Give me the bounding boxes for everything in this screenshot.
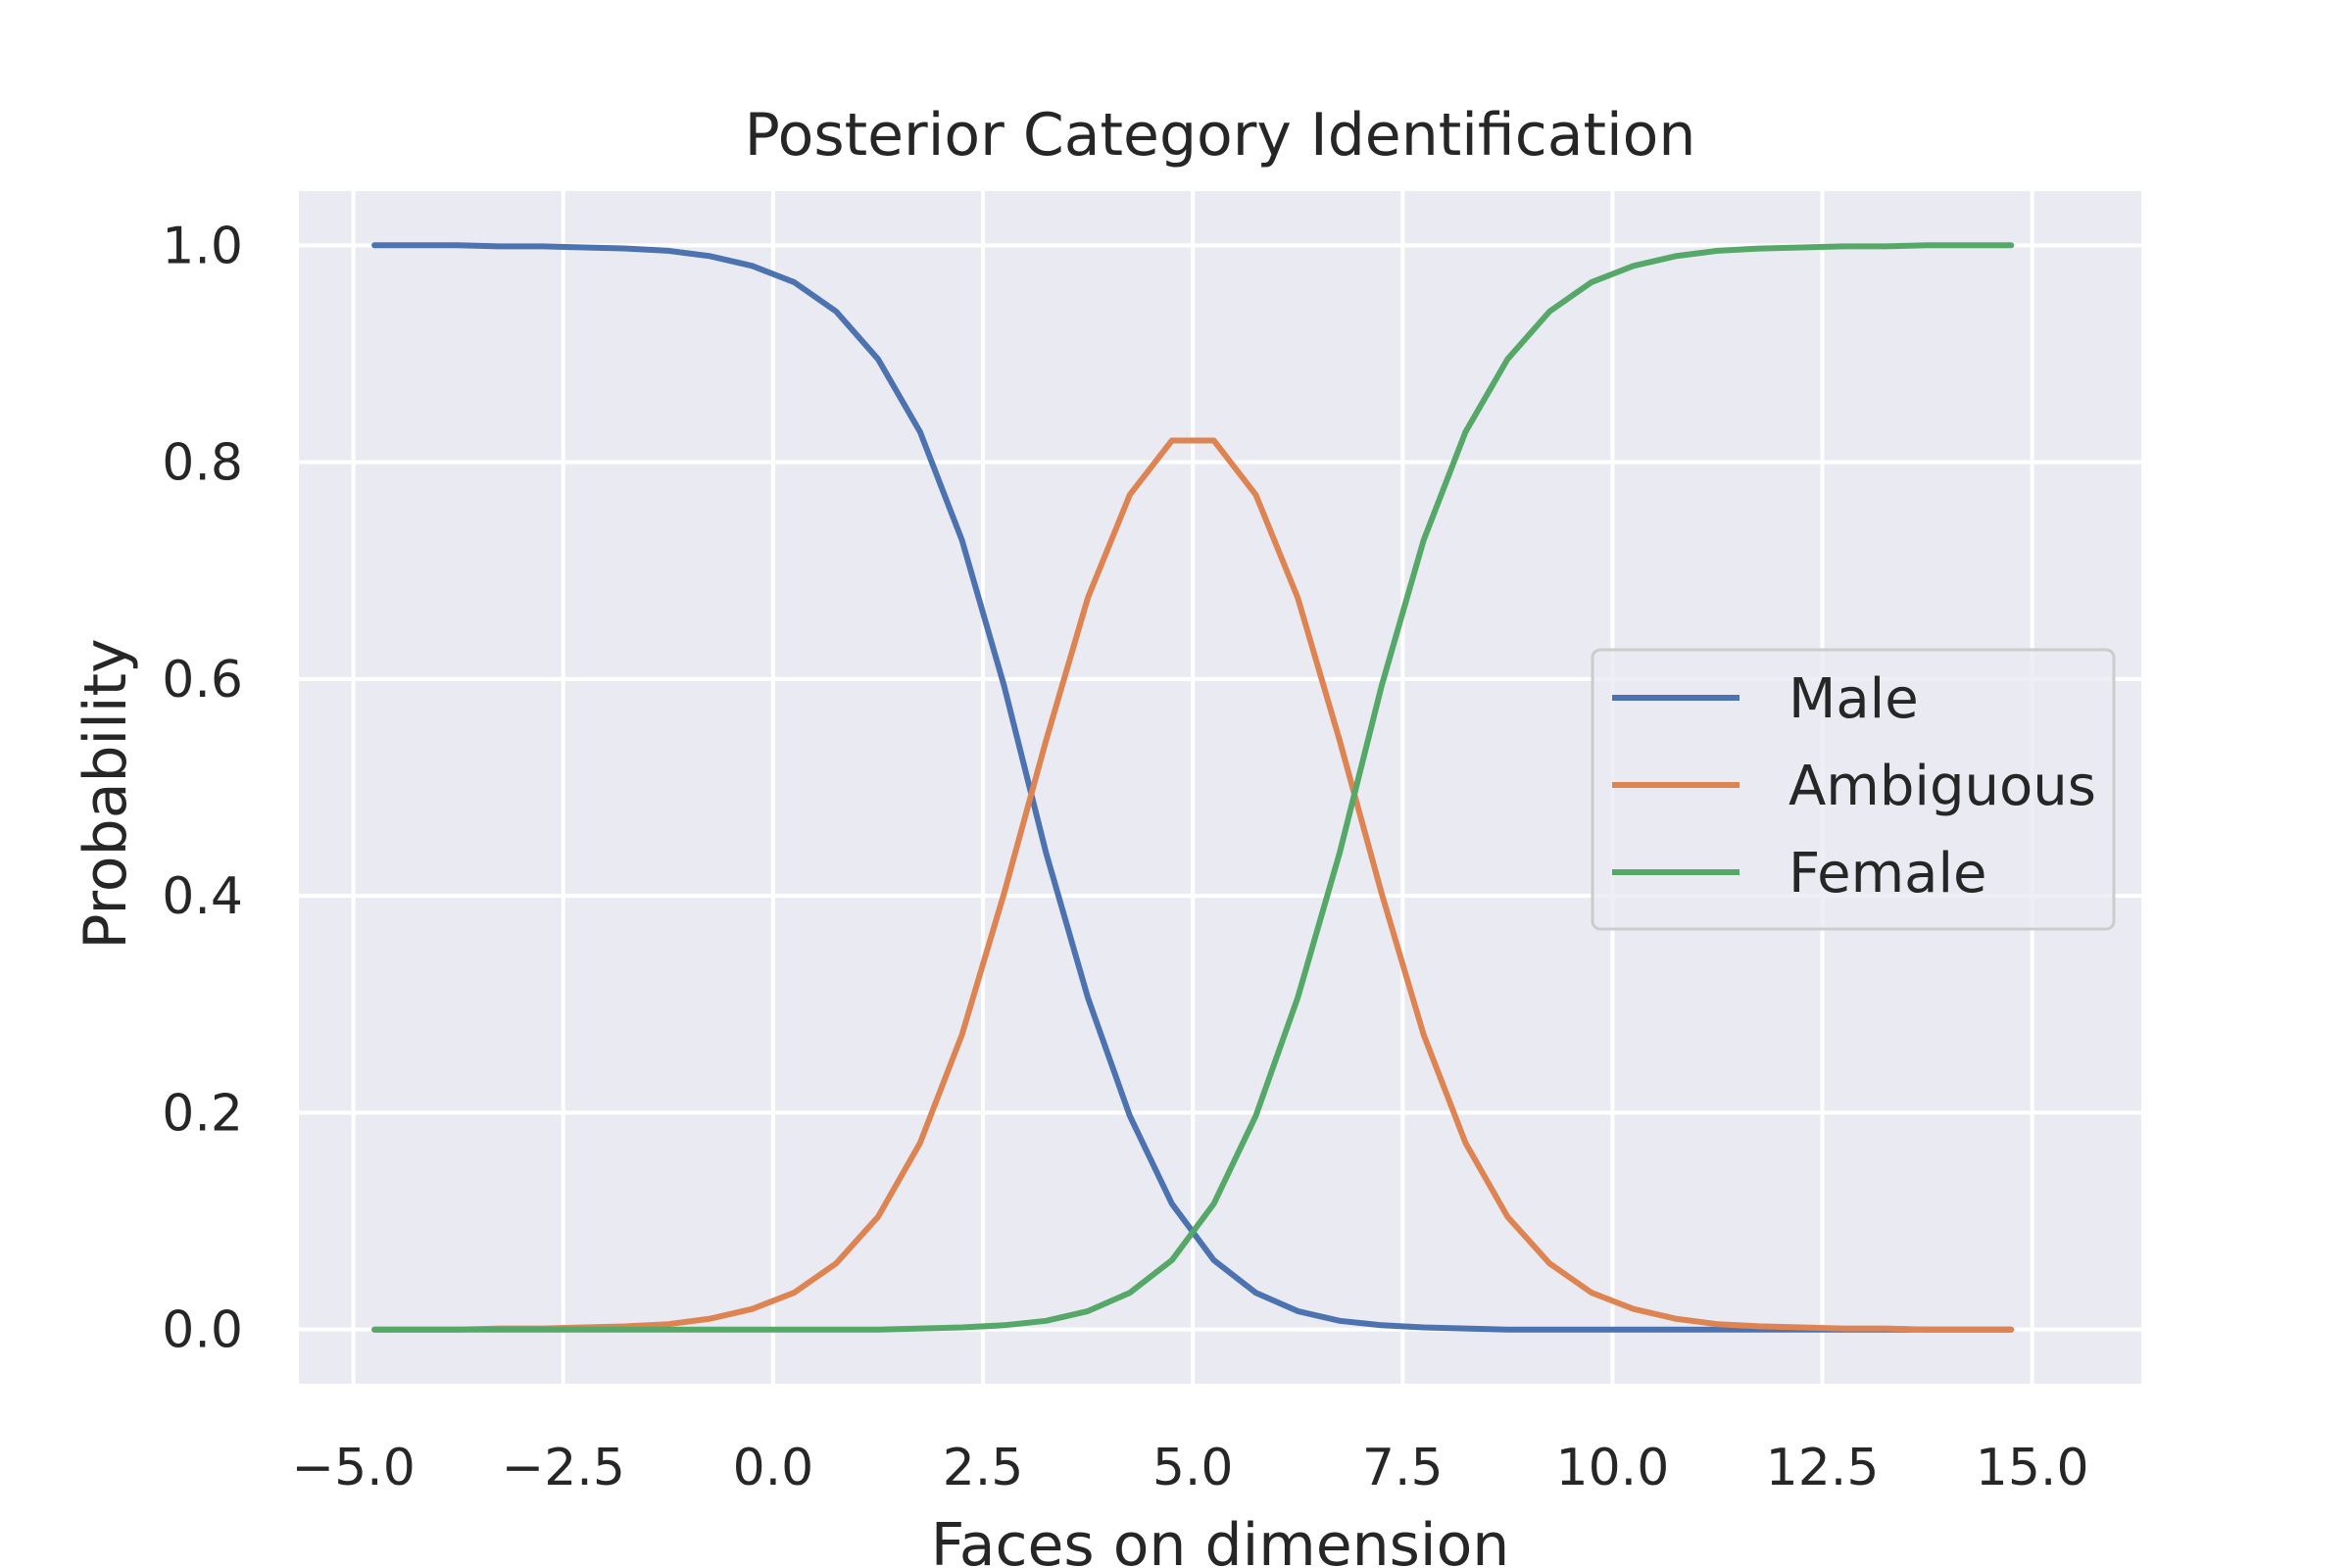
series-line-ambiguous xyxy=(371,437,2015,1333)
legend-label-female: Female xyxy=(1788,842,1986,906)
y-tick-label: 0.4 xyxy=(162,867,243,926)
x-tick-labels: −5.0 −2.5 0.0 2.5 5.0 7.5 10.0 12.5 15.0 xyxy=(292,1439,2089,1497)
x-tick-label: 12.5 xyxy=(1766,1439,1880,1497)
x-tick-label: 15.0 xyxy=(1976,1439,2089,1497)
y-axis-label: Probability xyxy=(72,638,140,949)
y-tick-labels: 0.0 0.2 0.4 0.6 0.8 1.0 xyxy=(162,217,243,1359)
legend-box xyxy=(1591,648,2116,931)
y-tick-label: 1.0 xyxy=(162,217,243,275)
x-tick-label: 2.5 xyxy=(943,1439,1024,1497)
legend: Male Ambiguous Female xyxy=(1591,648,2116,931)
x-tick-label: 10.0 xyxy=(1556,1439,1670,1497)
x-axis-label: Faces on dimension xyxy=(931,1511,1510,1568)
y-tick-label: 0.2 xyxy=(162,1084,243,1143)
y-tick-label: 0.8 xyxy=(162,434,243,493)
series-line-female xyxy=(371,242,2015,1333)
legend-label-male: Male xyxy=(1788,667,1919,731)
x-tick-label: −5.0 xyxy=(292,1439,416,1497)
y-tick-label: 0.6 xyxy=(162,651,243,710)
x-tick-label: −2.5 xyxy=(502,1439,625,1497)
x-tick-label: 0.0 xyxy=(733,1439,814,1497)
x-tick-label: 7.5 xyxy=(1362,1439,1444,1497)
chart-title: Posterior Category Identification xyxy=(745,101,1696,170)
legend-label-ambiguous: Ambiguous xyxy=(1788,755,2096,818)
y-tick-label: 0.0 xyxy=(162,1301,243,1360)
x-tick-label: 5.0 xyxy=(1152,1439,1234,1497)
series-lines xyxy=(371,242,2015,1333)
